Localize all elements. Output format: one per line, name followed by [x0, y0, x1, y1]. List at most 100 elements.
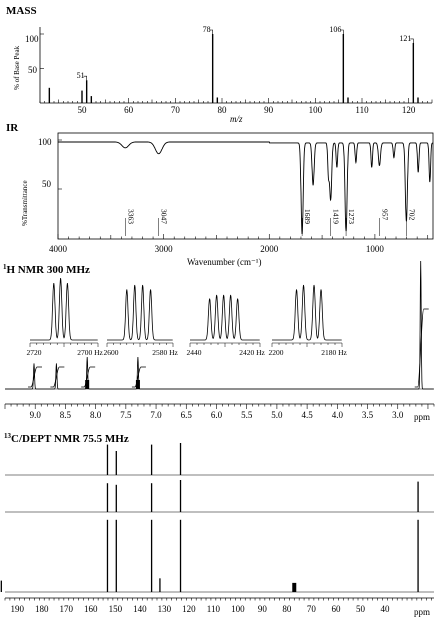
- ir-band-label: 3047: [160, 209, 169, 224]
- mass-peak-labels: 51 78 106 121: [77, 25, 414, 80]
- hnmr-x-tick-label: 8.5: [60, 410, 72, 420]
- mass-panel: MASS % of Base Peak 100 50 50 60 70 80 90 100…: [6, 5, 433, 124]
- mass-peak-label-leader: [83, 75, 87, 81]
- cnmr-x-tick-label: 170: [60, 604, 74, 614]
- hnmr-inset-tick-label: 2440: [187, 348, 202, 357]
- ir-band-label: 1273: [347, 209, 356, 224]
- cnmr-title-sup: 13: [4, 432, 12, 440]
- mass-peak-label: 106: [329, 25, 341, 34]
- mass-ylabel: % of Base Peak: [13, 45, 21, 90]
- ir-x-tick-label: 3000: [155, 244, 174, 254]
- cnmr-title-main: C/DEPT NMR 75.5 MHz: [11, 433, 129, 445]
- mass-x-tick-label: 110: [355, 105, 369, 115]
- mass-xlabel: m/z: [230, 114, 243, 124]
- cnmr-x-tick-label: 120: [182, 604, 196, 614]
- hnmr-x-tick-label: 7.0: [150, 410, 162, 420]
- ir-x-tick-label: 4000: [49, 244, 68, 254]
- mass-title: MASS: [6, 5, 37, 17]
- hnmr-x-tick-label: 3.5: [362, 410, 374, 420]
- mass-peaks: [48, 34, 419, 103]
- hnmr-inset-tick-label: 2720: [27, 348, 42, 357]
- ir-x-tick-label: 1000: [366, 244, 385, 254]
- mass-x-tick-label: 90: [264, 105, 274, 115]
- hnmr-inset-tick-label: 2700 Hz: [77, 348, 103, 357]
- hnmr-x-tick-label: 8.0: [90, 410, 102, 420]
- mass-x-tick-label: 80: [218, 105, 228, 115]
- hnmr-integral: [28, 308, 429, 388]
- ir-xlabel: Wavenumber (cm⁻¹): [187, 257, 261, 267]
- ir-ytick-50: 50: [42, 179, 52, 189]
- cnmr-rows: [0, 443, 434, 593]
- mass-peak-label: 51: [77, 71, 85, 80]
- hnmr-xlabel: ppm: [414, 412, 430, 422]
- cnmr-x-tick-label: 150: [109, 604, 123, 614]
- cnmr-peak: [292, 582, 297, 592]
- mass-peak-label-leader: [340, 29, 344, 34]
- ir-trace: [58, 141, 434, 235]
- hnmr-x-tick-label: 9.0: [30, 410, 42, 420]
- hnmr-inset-trace: [272, 284, 342, 341]
- mass-peak-label-leader: [410, 38, 414, 43]
- hnmr-title-sup: 1: [3, 263, 7, 271]
- ir-panel: IR %Transmittance 100 50 4000 3000 2000 100…: [6, 122, 434, 267]
- hnmr-x-tick-label: 5.0: [271, 410, 283, 420]
- mass-x-tick-label: 100: [309, 105, 323, 115]
- ir-band-label: 1689: [303, 209, 312, 224]
- hnmr-title: 1H NMR 300 MHz: [3, 263, 90, 276]
- mass-x-tick-label: 50: [78, 105, 88, 115]
- mass-peak-label-leader: [209, 29, 213, 34]
- mass-x-tick-label: 60: [124, 105, 134, 115]
- cnmr-x-tick-label: 70: [307, 604, 317, 614]
- cnmr-x-ticks: 190 180 170 160 150 140 130 120 110 100 90 80 70 60 50…: [4, 598, 432, 614]
- ir-title: IR: [6, 122, 19, 134]
- ir-ytick-100: 100: [38, 137, 52, 147]
- mass-ytick-50: 50: [28, 65, 38, 75]
- cnmr-x-tick-label: 90: [258, 604, 268, 614]
- cnmr-x-tick-label: 40: [380, 604, 390, 614]
- cnmr-panel: 13C/DEPT NMR 75.5 MHz 190 180 170 160 150 140…: [0, 432, 434, 617]
- ir-x-tick-label: 2000: [260, 244, 279, 254]
- cnmr-x-tick-label: 110: [207, 604, 221, 614]
- hnmr-x-tick-label: 6.5: [181, 410, 193, 420]
- mass-peak-label: 78: [203, 25, 211, 34]
- cnmr-title: 13C/DEPT NMR 75.5 MHz: [4, 432, 129, 445]
- hnmr-multiplet-block: [135, 380, 140, 389]
- cnmr-x-tick-label: 190: [11, 604, 25, 614]
- ir-frame: [57, 132, 434, 240]
- ir-x-ticks: 4000 3000 2000 1000: [49, 139, 429, 254]
- hnmr-inset-trace: [190, 294, 260, 341]
- hnmr-inset-trace: [107, 284, 173, 341]
- cnmr-x-tick-label: 80: [282, 604, 292, 614]
- hnmr-inset-tick-label: 2180 Hz: [321, 348, 347, 357]
- ir-band-label: 3363: [126, 209, 135, 224]
- cnmr-x-tick-label: 50: [356, 604, 366, 614]
- ir-band-label: 957: [380, 209, 389, 221]
- hnmr-inset-tick-label: 2600: [104, 348, 119, 357]
- cnmr-xlabel: ppm: [414, 607, 430, 617]
- hnmr-title-main: H NMR 300 MHz: [7, 264, 91, 276]
- hnmr-inset-tick-label: 2420 Hz: [239, 348, 265, 357]
- cnmr-x-tick-label: 60: [331, 604, 341, 614]
- hnmr-x-ticks: 9.0 8.5 8.0 7.5 7.0 6.5 6.0 5.5 5.0 4.5 4.0 3.5 3.0: [4, 404, 435, 420]
- mass-peak-label: 121: [399, 34, 411, 43]
- hnmr-inset-trace: [30, 277, 98, 341]
- hnmr-x-tick-label: 7.5: [120, 410, 132, 420]
- cnmr-x-tick-label: 180: [35, 604, 49, 614]
- ir-band-labels: 3363 3047 1689 1419 1273 957 702: [125, 209, 416, 236]
- cnmr-x-tick-label: 140: [133, 604, 147, 614]
- mass-ytick-100: 100: [25, 34, 39, 44]
- hnmr-x-tick-label: 3.0: [392, 410, 404, 420]
- ir-band-label: 702: [407, 209, 416, 221]
- hnmr-insets: 2720 2700 Hz 2600 2580 Hz 2440 2420 Hz 2200 218…: [27, 277, 347, 389]
- cnmr-x-tick-label: 100: [231, 604, 245, 614]
- hnmr-inset-tick-label: 2200: [269, 348, 284, 357]
- ir-ylabel: %Transmittance: [21, 180, 29, 226]
- hnmr-x-tick-label: 4.5: [301, 410, 313, 420]
- hnmr-x-tick-label: 4.0: [332, 410, 344, 420]
- hnmr-inset-tick-label: 2580 Hz: [152, 348, 178, 357]
- hnmr-x-tick-label: 5.5: [241, 410, 253, 420]
- hnmr-panel: 1H NMR 300 MHz 2720 2700 Hz 2600 2580 Hz 244…: [3, 260, 435, 422]
- ir-band-label: 1419: [332, 209, 341, 224]
- hnmr-x-tick-label: 6.0: [211, 410, 223, 420]
